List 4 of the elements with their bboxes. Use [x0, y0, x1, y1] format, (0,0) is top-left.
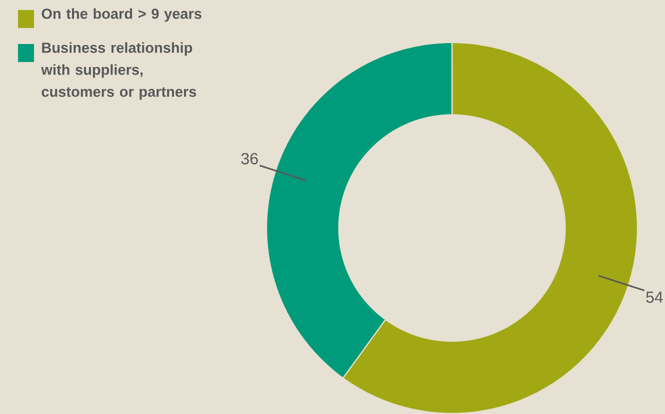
legend-label: On the board > 9 years	[42, 8, 202, 22]
legend-label: Business relationship with suppliers, customers or partners	[41, 42, 196, 100]
data-label: 54	[646, 292, 663, 303]
data-label: 36	[241, 152, 258, 164]
